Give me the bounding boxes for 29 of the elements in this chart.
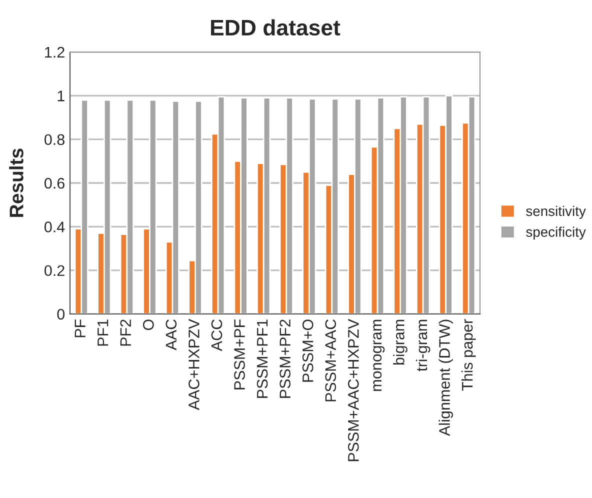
x-tick-label: AAC+HXPZV [188, 318, 200, 410]
x-tick-label: PSSM+AAC [325, 319, 336, 402]
y-tick-label: 0.2 [44, 265, 64, 276]
x-tick-label: bigram [393, 320, 408, 365]
y-tick-label: 1.2 [45, 46, 64, 58]
y-tick-label: 0.6 [44, 178, 64, 189]
x-tick-label: PSSM+AAC+HXPZV [348, 318, 359, 462]
y-tick-label: 1 [58, 90, 64, 102]
x-tick-label: O [143, 320, 154, 330]
y-tick-label: 0.8 [44, 134, 64, 146]
x-tick-label: monogram [373, 320, 385, 391]
y-axis-title: Results [9, 148, 24, 217]
y-tick-label: 0.4 [44, 222, 65, 232]
legend-label: sensitivity [526, 206, 586, 219]
x-tick-label: PF1 [98, 320, 108, 346]
x-tick-label: PF2 [120, 320, 131, 346]
x-tick-label: PF [74, 319, 86, 338]
x-tick-label: PSSM+PF [234, 319, 245, 390]
x-tick-label: ACC [211, 319, 222, 352]
legend-label: specificity [526, 226, 586, 240]
x-tick-label: tri-gram [416, 320, 430, 372]
x-tick-label: This paper [461, 319, 476, 391]
x-tick-label: PSSM+O [302, 320, 314, 382]
x-tick-label: PSSM+PF2 [280, 320, 290, 398]
chart-title: EDD dataset [211, 19, 340, 36]
x-tick-label: PSSM+PF1 [256, 320, 268, 398]
x-tick-label: Alignment (DTW) [438, 320, 453, 436]
y-tick-label: 0 [57, 308, 65, 320]
x-tick-label: AAC [166, 319, 177, 350]
